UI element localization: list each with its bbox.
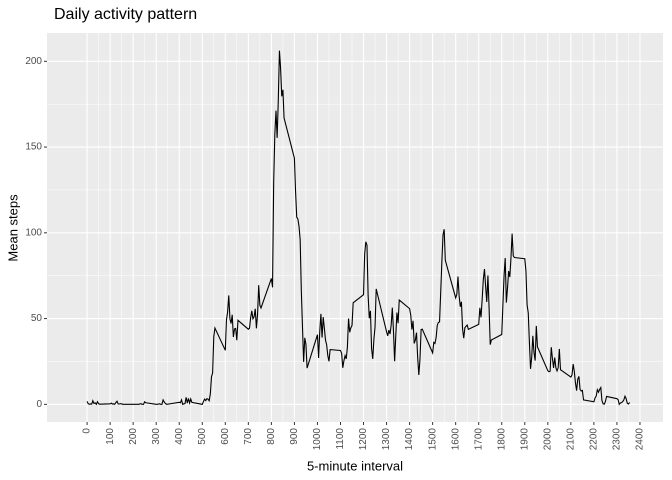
x-tick-label: 900 [289,428,300,445]
x-tick-label: 2000 [542,428,553,451]
x-axis-title: 5-minute interval [307,458,403,473]
chart-title: Daily activity pattern [54,6,197,23]
x-tick-label: 500 [197,428,208,445]
data-line [86,50,631,406]
x-tick-label: 0 [82,428,93,434]
x-tick-label: 1800 [496,428,507,451]
y-tick-label: 150 [25,142,42,153]
x-tick-label: 1600 [450,428,461,451]
x-tick-label: 700 [243,428,254,445]
x-tick-label: 400 [174,428,185,445]
y-tick-label: 200 [25,56,42,67]
x-tick-label: 600 [220,428,231,445]
x-tick-label: 100 [105,428,116,445]
x-tick-label: 2100 [565,428,576,451]
x-tick-label: 2300 [612,428,623,451]
x-tick-label: 800 [266,428,277,445]
x-tick-label: 1500 [427,428,438,451]
y-tick-label: 0 [36,399,42,410]
x-tick-label: 2200 [589,428,600,451]
x-tick-label: 1700 [473,428,484,451]
x-tick-label: 1100 [335,428,346,450]
y-tick-label: 100 [25,227,42,238]
x-tick-label: 200 [128,428,139,445]
x-tick-label: 1300 [381,428,392,451]
x-tick-label: 2400 [635,428,646,451]
x-tick-label: 1200 [358,428,369,451]
y-axis-title: Mean steps [5,194,20,262]
x-tick-label: 1400 [404,428,415,451]
x-tick-label: 1900 [519,428,530,451]
x-tick-label: 300 [151,428,162,445]
x-tick-label: 1000 [312,428,323,451]
y-tick-label: 50 [31,313,43,324]
